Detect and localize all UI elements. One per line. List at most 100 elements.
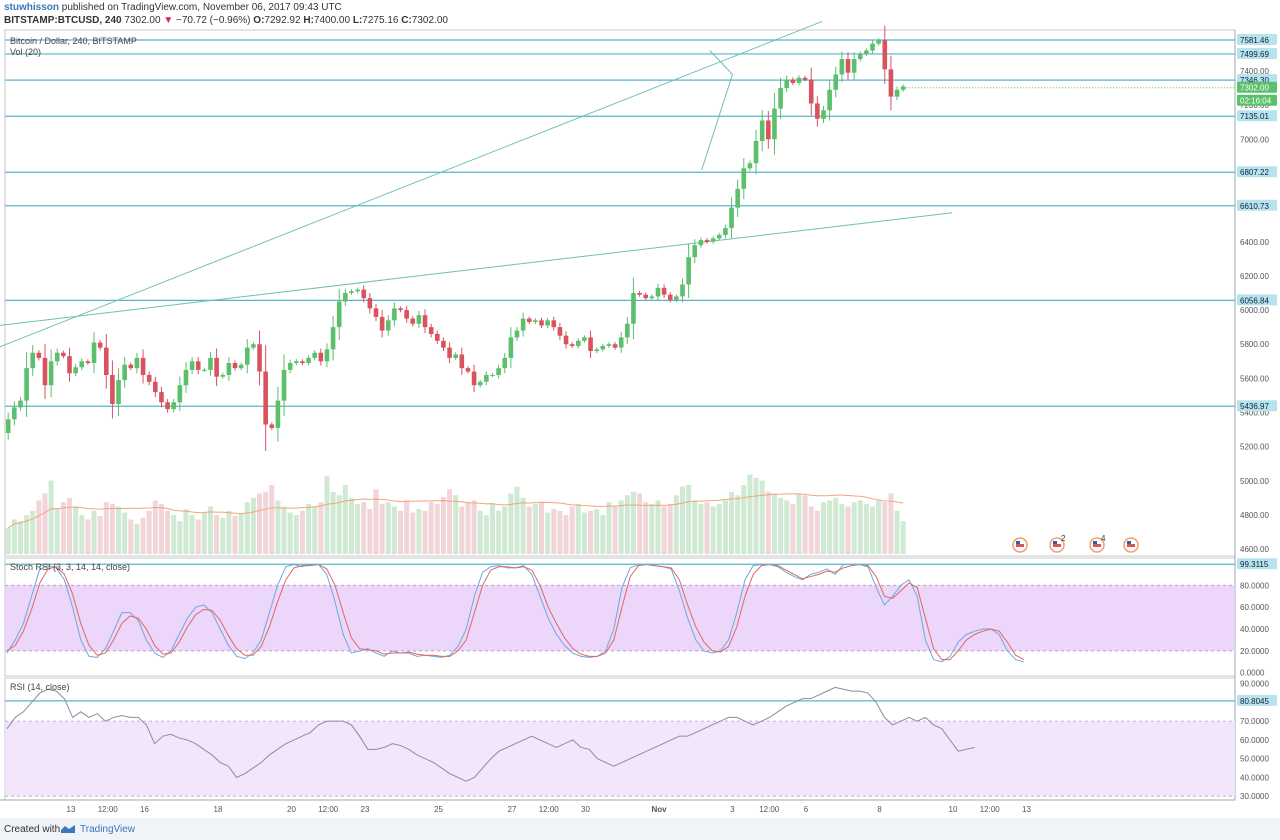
candle-body (441, 340, 446, 348)
candle-body (373, 308, 379, 317)
volume-bar (85, 519, 91, 554)
candle-body (520, 318, 526, 331)
rsi-tick-label: 60.0000 (1240, 736, 1269, 745)
candle-body (165, 402, 170, 410)
volume-bar (741, 484, 747, 554)
volume-bar (103, 502, 109, 554)
flag-count-label: 2 (1061, 534, 1066, 543)
volume-bar (753, 478, 759, 554)
candle-body (563, 335, 569, 345)
candle-body (73, 367, 78, 374)
volume-bar (673, 495, 679, 554)
candle-body (30, 352, 36, 369)
volume-bar (367, 509, 373, 554)
author-link[interactable]: stuwhisson (4, 2, 60, 13)
volume-bar (342, 484, 348, 554)
tradingview-brand-link[interactable]: TradingView (80, 824, 136, 835)
candle-body (159, 392, 164, 403)
candle-body (631, 293, 636, 324)
candle-body (404, 310, 409, 319)
volume-bar (299, 510, 305, 554)
candle-body (686, 257, 691, 285)
volume-bar (134, 523, 140, 554)
volume-bar (539, 502, 545, 554)
candle-body (195, 361, 201, 370)
candle-body (827, 89, 832, 111)
flag-stripe (1016, 544, 1024, 547)
volume-bar (624, 495, 630, 554)
volume-bar (440, 497, 446, 554)
candle-body (140, 357, 146, 375)
volume-bar (465, 502, 471, 554)
candle-body (269, 424, 275, 428)
level-price-badge-bg (1237, 110, 1277, 122)
volume-bar (814, 510, 820, 554)
open-value: 7292.92 (264, 15, 301, 26)
volume-label: Vol (20) (10, 47, 41, 57)
created-with-text: Created with (4, 824, 61, 835)
last-price: 7302.00 (124, 15, 161, 26)
rsi-line (6, 686, 975, 782)
volume-bar (863, 503, 869, 554)
candle-body (61, 352, 66, 357)
volume-bar (336, 495, 342, 554)
level-price-badge: 5436.97 (1240, 402, 1269, 411)
volume-bar (152, 500, 158, 554)
time-tick-label: 16 (140, 805, 149, 814)
candle-body (103, 347, 109, 375)
volume-bar (729, 491, 735, 554)
volume-bar (42, 493, 48, 554)
price-tick-label: 6400.00 (1240, 238, 1269, 247)
volume-bar (189, 515, 195, 554)
volume-bar (759, 480, 765, 554)
candle-body (336, 301, 342, 328)
candle-body (465, 368, 471, 372)
volume-bar (643, 502, 649, 554)
volume-bar (747, 474, 753, 554)
candle-body (796, 77, 802, 83)
candle-body (729, 207, 734, 229)
candle-body (649, 296, 655, 299)
time-tick-label: Nov (651, 805, 667, 814)
volume-bar (876, 500, 882, 554)
volume-bar (385, 502, 391, 554)
candle-body (281, 369, 287, 401)
candle-body (349, 291, 354, 293)
price-pane-title: Bitcoin / Dollar, 240, BITSTAMP (10, 36, 137, 46)
candle-body (551, 320, 557, 328)
candle-body (435, 333, 440, 341)
level-price-badge: 7346.30 (1240, 76, 1269, 85)
candle-body (882, 40, 888, 70)
time-tick-label: 8 (877, 805, 882, 814)
candle-body (808, 79, 814, 104)
volume-bar (263, 491, 269, 554)
candle-body (667, 294, 673, 300)
candle-body (459, 354, 465, 369)
volume-bar (477, 510, 483, 554)
volume-bar (796, 493, 802, 554)
volume-bar (379, 503, 385, 554)
candle-body (784, 79, 790, 89)
candle-body (582, 337, 587, 341)
low-label: L: (352, 15, 363, 26)
footer-bar: Created with TradingView (0, 818, 1280, 840)
volume-bar (784, 500, 790, 554)
volume-bar (128, 519, 134, 554)
level-price-badge-bg (1237, 294, 1277, 306)
change-down-arrow-icon: ▼ (163, 15, 174, 26)
candle-body (802, 77, 808, 80)
volume-bar (416, 509, 422, 554)
candle-body (422, 315, 428, 328)
candle-body (606, 344, 612, 346)
volume-bar (54, 509, 60, 554)
volume-bar (765, 491, 771, 554)
stoch-rsi-title: Stoch RSI (3, 3, 14, 14, close) (10, 562, 130, 572)
rsi-tick-label: 30.0000 (1240, 792, 1269, 801)
volume-bar (122, 512, 128, 554)
candle-body (790, 79, 796, 83)
level-price-badge-bg (1237, 400, 1277, 412)
volume-bar (704, 502, 710, 554)
trendline (0, 20, 823, 348)
stoch-tick-label: 20.0000 (1240, 647, 1269, 656)
